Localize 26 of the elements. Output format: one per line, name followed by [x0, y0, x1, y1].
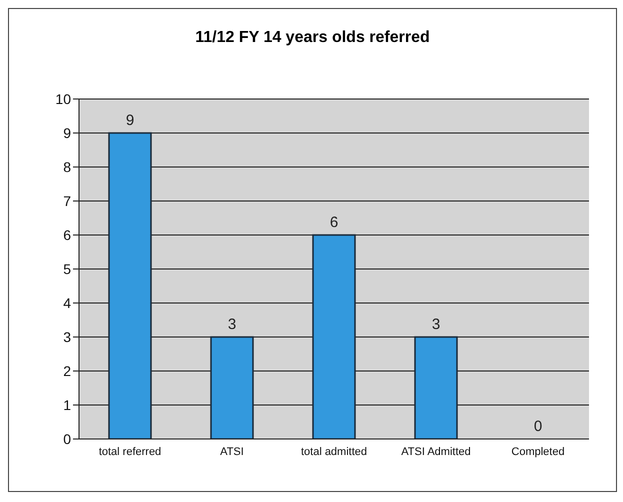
- x-tick-label: total referred: [98, 446, 162, 458]
- y-tick-label: 7: [63, 192, 72, 209]
- y-tick-label: 10: [55, 90, 72, 107]
- bar: [108, 132, 152, 439]
- y-tick-label: 1: [63, 396, 72, 413]
- y-tick-label: 4: [63, 294, 72, 311]
- data-label: 0: [534, 418, 542, 435]
- y-tick-label: 8: [63, 158, 72, 175]
- data-label: 3: [432, 316, 440, 333]
- y-tick-label: 5: [63, 260, 72, 277]
- y-tick-label: 3: [63, 328, 72, 345]
- y-tick-label: 6: [63, 226, 72, 243]
- data-label: 6: [330, 214, 338, 231]
- bar: [414, 336, 458, 439]
- y-tick-label: 9: [63, 124, 72, 141]
- x-tick-label: total admitted: [300, 446, 368, 458]
- x-tick-label: Completed: [511, 446, 565, 458]
- data-label: 9: [126, 112, 134, 129]
- bar: [312, 234, 356, 439]
- data-label: 3: [228, 316, 236, 333]
- x-tick-label: ATSI Admitted: [401, 446, 471, 458]
- chart-title: 11/12 FY 14 years olds referred: [194, 29, 431, 47]
- x-tick-label: ATSI: [220, 446, 244, 458]
- y-tick-label: 2: [63, 362, 72, 379]
- bar: [210, 336, 254, 439]
- y-tick-label: 0: [63, 430, 72, 447]
